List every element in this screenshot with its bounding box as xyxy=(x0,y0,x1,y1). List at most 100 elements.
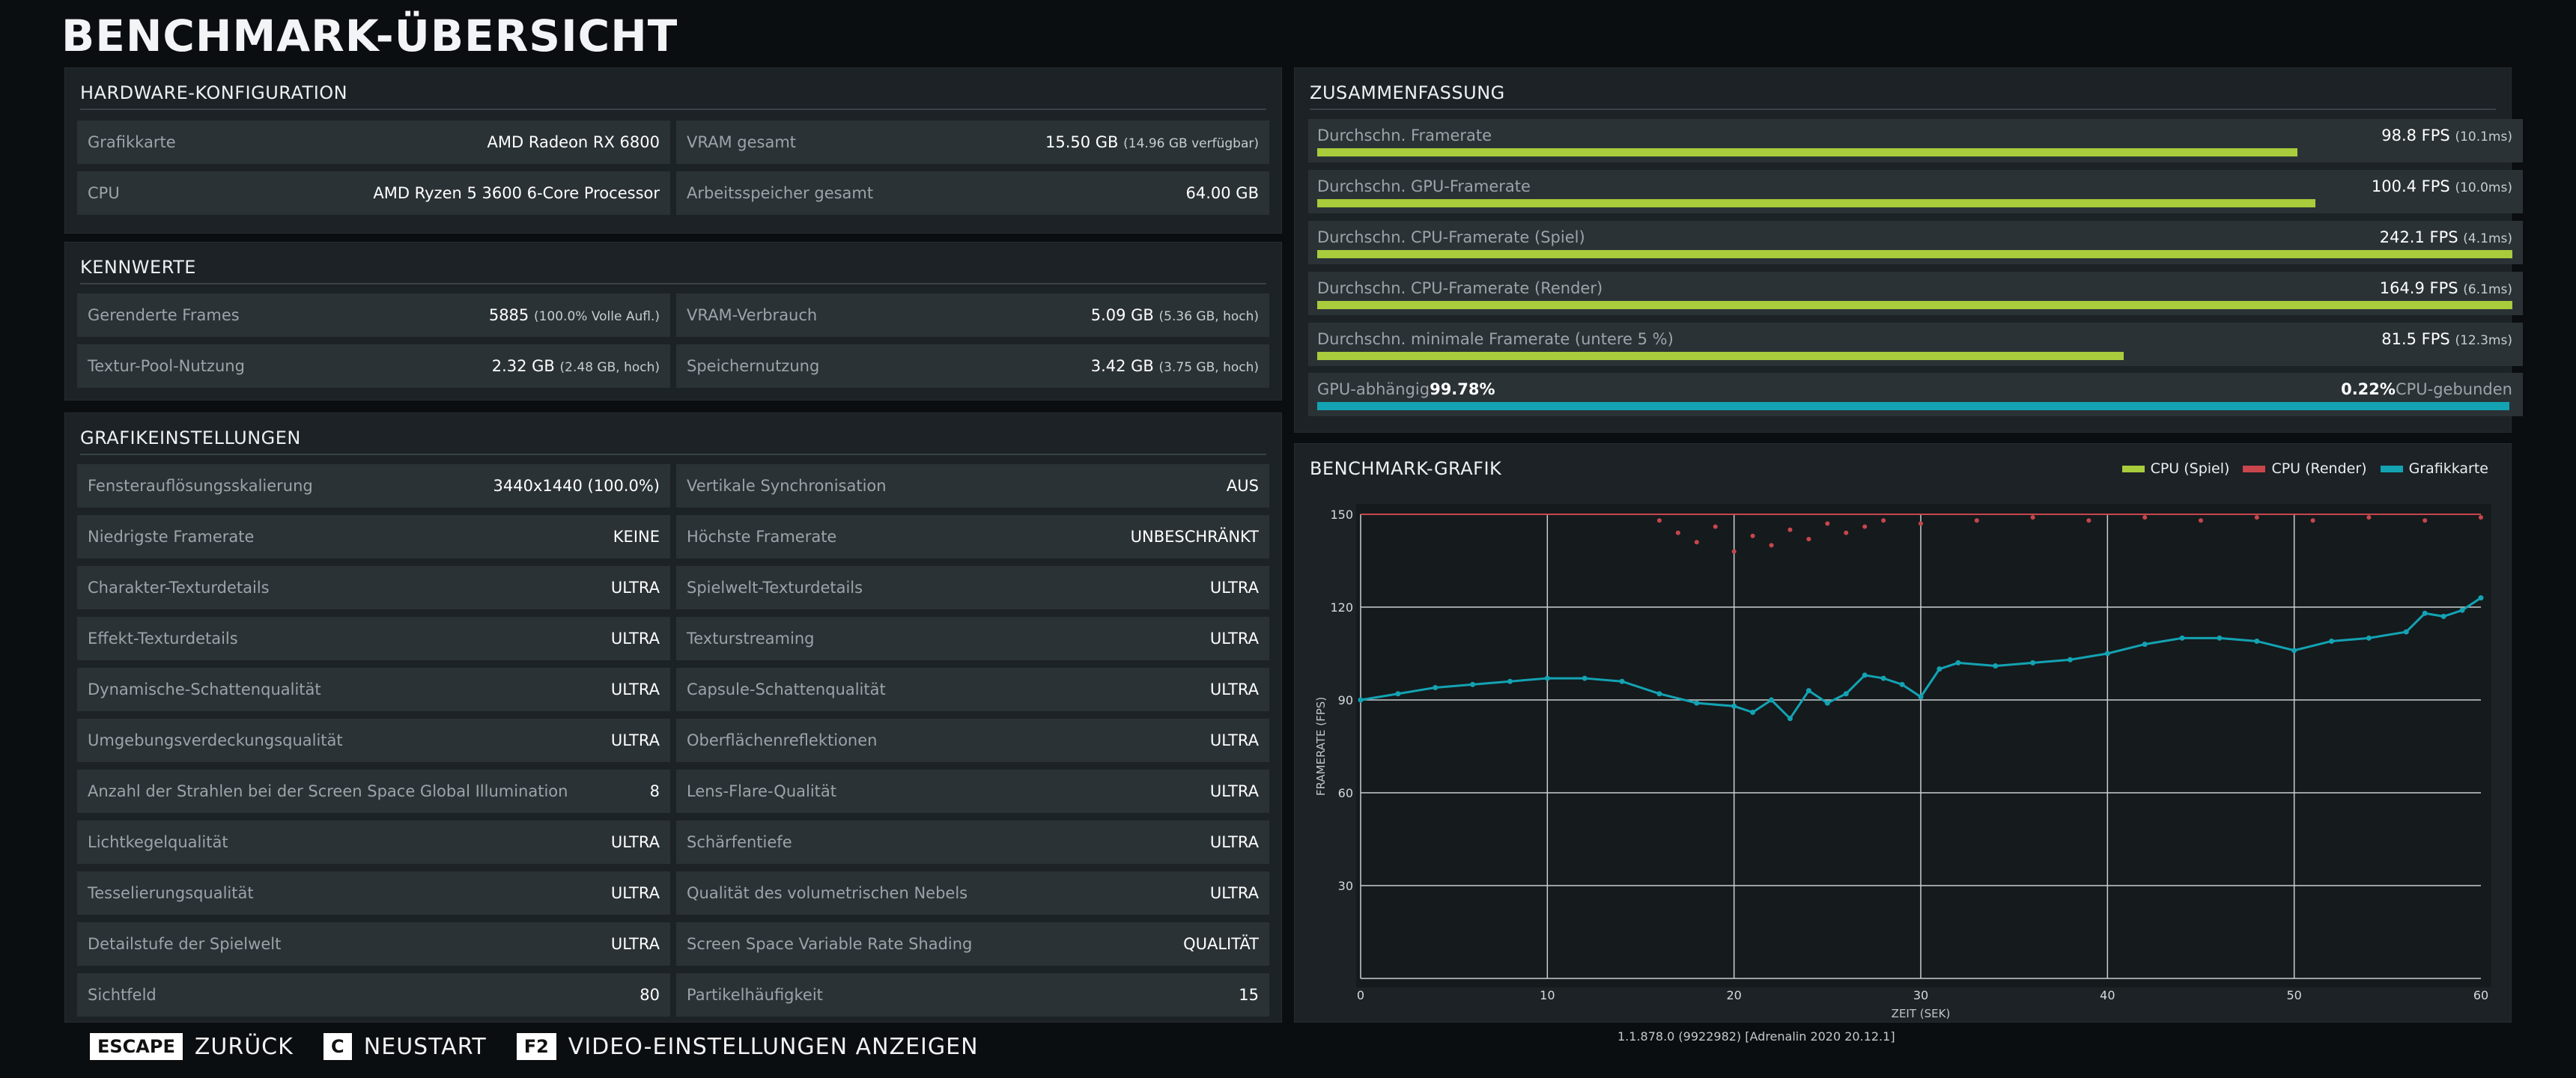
cpu-render-point xyxy=(2142,515,2148,520)
row-label: Textur-Pool-Nutzung xyxy=(88,357,245,375)
setting-value: QUALITÄT xyxy=(1183,935,1259,953)
summary-row: Durchschn. Framerate 98.8 FPS (10.1ms) xyxy=(1308,119,2523,162)
summary-bar-fill xyxy=(1317,148,2297,156)
cpu-render-point xyxy=(2030,515,2035,520)
summary-value: 100.4 FPS (10.0ms) xyxy=(2371,177,2512,195)
setting-value: ULTRA xyxy=(610,579,660,597)
setting-value: ULTRA xyxy=(1209,884,1259,902)
summary-bar-fill xyxy=(1317,250,2512,258)
gpu-point xyxy=(1787,716,1793,722)
gpu-point xyxy=(2440,613,2446,619)
setting-value: ULTRA xyxy=(1209,731,1259,749)
cpu-render-point xyxy=(1694,540,1699,545)
video-settings-button[interactable]: F2 VIDEO-EINSTELLUNGEN ANZEIGEN xyxy=(516,1033,986,1060)
cpu-render-point xyxy=(1675,530,1680,535)
x-tick-label: 40 xyxy=(2100,988,2115,1002)
summary-row: Durchschn. GPU-Framerate 100.4 FPS (10.0m… xyxy=(1308,170,2523,213)
gpu-point xyxy=(2403,629,2409,635)
summary-title: ZUSAMMENFASSUNG xyxy=(1310,76,2496,110)
setting-row: Detailstufe der Spielwelt ULTRA xyxy=(77,922,670,966)
setting-row: Oberflächenreflektionen ULTRA xyxy=(676,719,1269,762)
summary-bar xyxy=(1317,250,2512,258)
hardware-row: CPU AMD Ryzen 5 3600 6-Core Processor xyxy=(77,171,670,215)
f2-keycap: F2 xyxy=(516,1033,556,1060)
setting-label: Umgebungsverdeckungsqualität xyxy=(88,731,343,749)
setting-label: Texturstreaming xyxy=(687,630,815,648)
setting-label: Schärfentiefe xyxy=(687,833,792,851)
setting-row: Qualität des volumetrischen Nebels ULTRA xyxy=(676,871,1269,915)
gpu-point xyxy=(2142,642,2148,648)
cpu-render-point xyxy=(2199,518,2203,523)
gpu-point xyxy=(1731,703,1737,709)
setting-value: 3440x1440 (100.0%) xyxy=(493,477,660,495)
gpu-point xyxy=(1936,666,1942,672)
gpu-point xyxy=(1507,678,1513,684)
setting-value: ULTRA xyxy=(1209,630,1259,648)
gpu-bound-row: GPU-abhängig99.78% 0.22%CPU-gebunden xyxy=(1308,373,2523,416)
gpu-point xyxy=(1470,681,1476,687)
summary-value: 164.9 FPS (6.1ms) xyxy=(2379,279,2512,297)
setting-row: Spielwelt-Texturdetails ULTRA xyxy=(676,566,1269,609)
summary-row: Durchschn. minimale Framerate (untere 5 … xyxy=(1308,323,2523,366)
row-label: CPU xyxy=(88,184,120,202)
summary-bar-fill xyxy=(1317,352,2124,360)
setting-row: Sichtfeld 80 xyxy=(77,973,670,1017)
gpu-bound-bar xyxy=(1317,402,2512,410)
row-value: 15.50 GB (14.96 GB verfügbar) xyxy=(1045,133,1259,151)
setting-label: Screen Space Variable Rate Shading xyxy=(687,935,973,953)
gpu-point xyxy=(1843,691,1849,697)
summary-label: Durchschn. CPU-Framerate (Render) xyxy=(1317,279,1603,297)
setting-label: Niedrigste Framerate xyxy=(88,528,255,546)
row-label: Speichernutzung xyxy=(687,357,820,375)
row-label: Arbeitsspeicher gesamt xyxy=(687,184,874,202)
setting-value: ULTRA xyxy=(1209,680,1259,698)
x-tick-label: 0 xyxy=(1357,988,1364,1002)
cpu-render-point xyxy=(1656,518,1662,523)
setting-value: ULTRA xyxy=(1209,782,1259,800)
escape-back-button[interactable]: ESCAPE ZURÜCK xyxy=(90,1033,301,1060)
restart-button[interactable]: C NEUSTART xyxy=(323,1033,494,1060)
setting-value: ULTRA xyxy=(610,935,660,953)
hardware-panel-title: HARDWARE-KONFIGURATION xyxy=(80,76,1266,110)
cpu-render-point xyxy=(1731,549,1737,554)
setting-value: UNBESCHRÄNKT xyxy=(1130,528,1259,546)
x-tick-label: 30 xyxy=(1913,988,1928,1002)
setting-row: Screen Space Variable Rate Shading QUALIT… xyxy=(676,922,1269,966)
c-keycap: C xyxy=(323,1033,352,1060)
gpu-point xyxy=(1619,678,1625,684)
setting-value: KEINE xyxy=(613,528,660,546)
row-label: Gerenderte Frames xyxy=(88,306,240,324)
setting-label: Spielwelt-Texturdetails xyxy=(687,579,863,597)
setting-label: Lichtkegelqualität xyxy=(88,833,228,851)
summary-row: Durchschn. CPU-Framerate (Spiel) 242.1 FP… xyxy=(1308,221,2523,264)
setting-value: ULTRA xyxy=(610,731,660,749)
setting-row: Effekt-Texturdetails ULTRA xyxy=(77,617,670,660)
cpu-render-point xyxy=(2422,518,2428,523)
setting-row: Umgebungsverdeckungsqualität ULTRA xyxy=(77,719,670,762)
setting-value: ULTRA xyxy=(610,680,660,698)
summary-label: Durchschn. minimale Framerate (untere 5 … xyxy=(1317,330,1674,348)
kennwerte-row: Textur-Pool-Nutzung 2.32 GB (2.48 GB, ho… xyxy=(77,344,670,388)
hardware-row: Arbeitsspeicher gesamt 64.00 GB xyxy=(676,171,1269,215)
setting-label: Capsule-Schattenqualität xyxy=(687,680,886,698)
chart-panel: BENCHMARK-GRAFIK CPU (Spiel) CPU (Render… xyxy=(1294,443,2512,1023)
video-settings-label: VIDEO-EINSTELLUNGEN ANZEIGEN xyxy=(568,1033,979,1060)
summary-label: Durchschn. CPU-Framerate (Spiel) xyxy=(1317,228,1585,246)
summary-value: 242.1 FPS (4.1ms) xyxy=(2379,228,2512,246)
cpu-render-point xyxy=(2254,515,2259,520)
setting-row: Lens-Flare-Qualität ULTRA xyxy=(676,770,1269,813)
gpu-point xyxy=(2030,660,2036,666)
row-value: 5.09 GB (5.36 GB, hoch) xyxy=(1090,306,1259,324)
setting-label: Fensterauflösungsskalierung xyxy=(88,477,313,495)
setting-value: ULTRA xyxy=(610,630,660,648)
gpu-point xyxy=(1918,694,1924,700)
setting-value: ULTRA xyxy=(1209,833,1259,851)
gpu-point xyxy=(2254,638,2260,644)
setting-row: Vertikale Synchronisation AUS xyxy=(676,464,1269,508)
gpu-point xyxy=(1433,684,1439,690)
row-value: AMD Ryzen 5 3600 6-Core Processor xyxy=(373,184,660,202)
setting-label: Partikelhäufigkeit xyxy=(687,986,823,1004)
plot-area xyxy=(1356,504,2491,987)
gpu-point xyxy=(1955,660,1961,666)
setting-row: Lichtkegelqualität ULTRA xyxy=(77,820,670,864)
